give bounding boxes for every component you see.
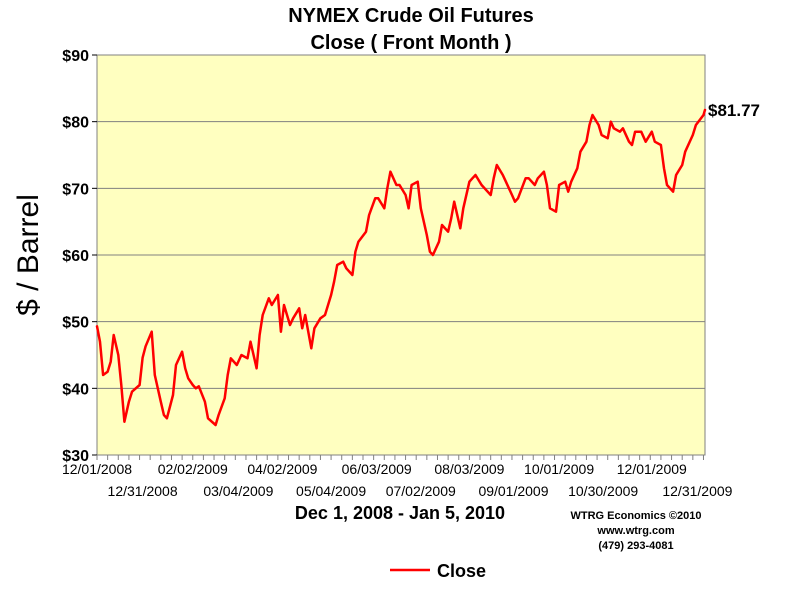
x-tick-label: 12/01/2009 [617, 461, 687, 477]
x-axis-label: Dec 1, 2008 - Jan 5, 2010 [295, 503, 505, 523]
y-tick-label: $70 [62, 181, 89, 198]
legend: Close [390, 561, 486, 581]
x-axis-ticks: 12/01/2008 02/02/2009 04/02/2009 06/03/2009… [62, 455, 733, 499]
x-tick-label: 12/01/2008 [62, 461, 132, 477]
x-tick-label: 04/02/2009 [247, 461, 317, 477]
y-tick-label: $60 [62, 248, 89, 265]
chart-subtitle: Close ( Front Month ) [310, 32, 511, 54]
y-tick-label: $40 [62, 381, 89, 398]
y-tick-label: $50 [62, 315, 89, 332]
x-tick-label: 03/04/2009 [203, 483, 273, 499]
y-tick-label: $90 [62, 48, 89, 65]
credit-line-3: (479) 293-4081 [598, 540, 673, 552]
y-axis-label: $ / Barrel [12, 194, 45, 316]
last-value-label: $81.77 [708, 101, 760, 120]
x-tick-label: 08/03/2009 [434, 461, 504, 477]
legend-label-close: Close [437, 561, 486, 581]
x-tick-label: 06/03/2009 [342, 461, 412, 477]
y-axis-ticks: $30 $40 $50 $60 $70 $80 $90 [62, 48, 97, 465]
x-tick-label: 07/02/2009 [386, 483, 456, 499]
plot-area: $30 $40 $50 $60 $70 $80 $90 12/01/2008 02/02/20… [62, 48, 733, 499]
credit-line-2: www.wtrg.com [596, 525, 674, 537]
x-tick-label: 05/04/2009 [296, 483, 366, 499]
y-tick-label: $30 [62, 448, 89, 465]
y-tick-label: $80 [62, 115, 89, 132]
x-tick-label: 12/31/2009 [662, 483, 732, 499]
x-tick-label: 09/01/2009 [478, 483, 548, 499]
series-line-close [95, 108, 707, 427]
chart-title: NYMEX Crude Oil Futures [288, 5, 534, 27]
x-tick-label: 12/31/2008 [108, 483, 178, 499]
credit-line-1: WTRG Economics ©2010 [571, 510, 702, 522]
x-tick-label: 10/30/2009 [568, 483, 638, 499]
x-tick-label: 02/02/2009 [158, 461, 228, 477]
x-tick-label: 10/01/2009 [524, 461, 594, 477]
